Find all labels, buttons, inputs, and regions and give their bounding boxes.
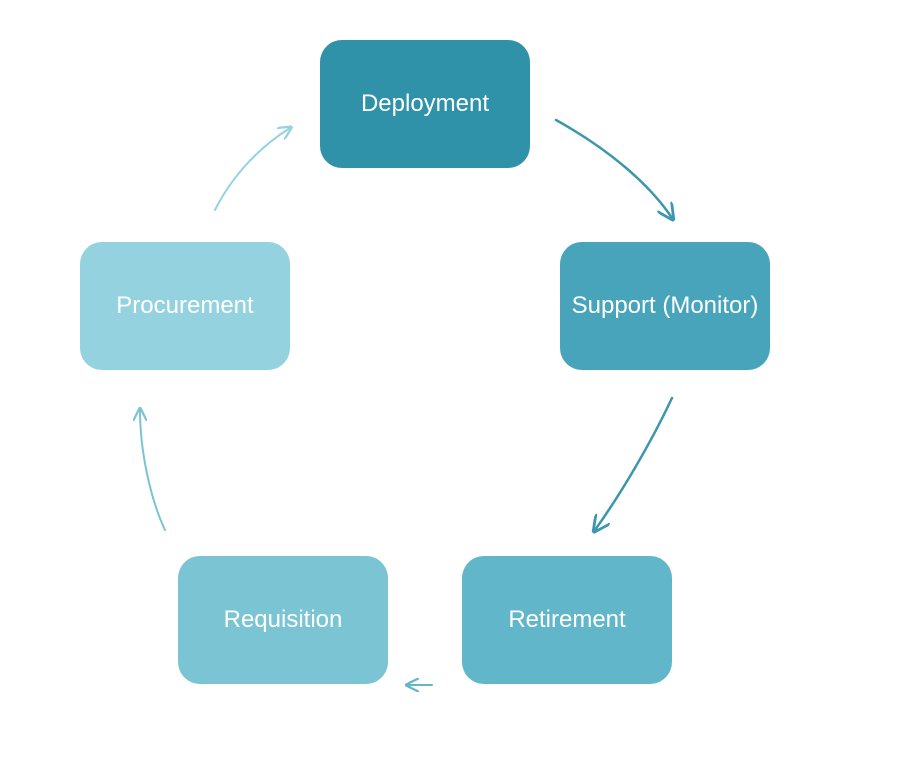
arrow-deployment-to-support bbox=[556, 120, 672, 218]
node-label: Support (Monitor) bbox=[572, 291, 759, 321]
node-label: Requisition bbox=[224, 605, 343, 635]
arrow-requisition-to-procurement bbox=[140, 410, 165, 530]
arrow-procurement-to-deployment bbox=[215, 128, 290, 210]
node-deployment: Deployment bbox=[320, 40, 530, 168]
node-label: Retirement bbox=[508, 605, 625, 635]
node-support: Support (Monitor) bbox=[560, 242, 770, 370]
cycle-diagram: Deployment Support (Monitor) Retirement … bbox=[0, 0, 900, 766]
node-label: Procurement bbox=[116, 291, 253, 321]
node-procurement: Procurement bbox=[80, 242, 290, 370]
arrow-support-to-retirement bbox=[595, 398, 672, 530]
node-label: Deployment bbox=[361, 89, 489, 119]
node-requisition: Requisition bbox=[178, 556, 388, 684]
node-retirement: Retirement bbox=[462, 556, 672, 684]
